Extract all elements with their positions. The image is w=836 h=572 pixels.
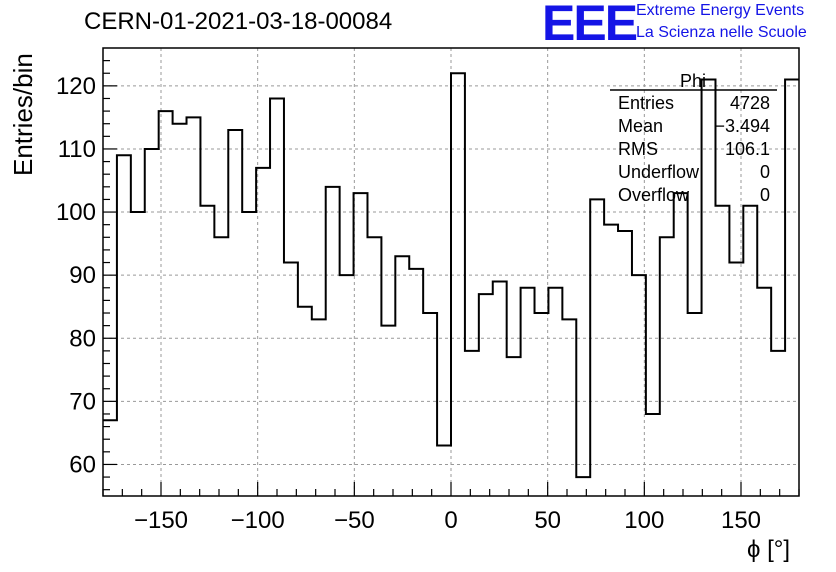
x-axis-label: ϕ [°] <box>747 536 790 563</box>
y-axis-ticks: 60 70 80 90 100 110 120 <box>56 60 117 491</box>
x-tick-label: −100 <box>231 507 285 534</box>
stat-rms-label: RMS <box>618 139 658 159</box>
x-tick-label: 100 <box>624 507 664 534</box>
x-axis-ticks: −150 −100 −50 0 50 100 150 <box>102 482 800 534</box>
logo-caption-line1: Extreme Energy Events <box>636 2 805 19</box>
y-tick-label: 60 <box>69 451 96 478</box>
x-tick-label: 150 <box>721 507 761 534</box>
x-tick-label: 0 <box>444 507 457 534</box>
stat-underflow-label: Underflow <box>618 162 700 182</box>
histogram-series <box>103 72 799 479</box>
stat-mean-label: Mean <box>618 116 664 136</box>
stat-overflow-label: Overflow <box>618 185 690 205</box>
y-tick-label: 80 <box>69 325 96 352</box>
y-tick-label: 110 <box>58 136 96 163</box>
chart-title: CERN-01-2021-03-18-00084 <box>84 8 393 35</box>
y-tick-label: 120 <box>56 73 96 100</box>
logo-caption-line2: La Scienza nelle Scuole <box>636 24 807 41</box>
y-tick-label: 100 <box>56 199 96 226</box>
stat-overflow-value: 0 <box>759 185 770 205</box>
x-tick-label: 50 <box>534 507 561 534</box>
eee-logo: EEE <box>542 0 638 51</box>
y-tick-label: 70 <box>69 388 96 415</box>
stat-entries-value: 4728 <box>729 93 770 113</box>
stat-entries-label: Entries <box>618 93 675 113</box>
stat-rms-value: 106.1 <box>724 139 770 159</box>
x-tick-label: −150 <box>134 507 188 534</box>
y-axis-label: Entries/bin <box>8 53 38 176</box>
stat-underflow-value: 0 <box>759 162 770 182</box>
stats-box-title: Phi <box>680 71 707 91</box>
stat-mean-value: −3.494 <box>714 116 770 136</box>
x-tick-label: −50 <box>334 507 375 534</box>
y-tick-label: 90 <box>69 262 96 289</box>
